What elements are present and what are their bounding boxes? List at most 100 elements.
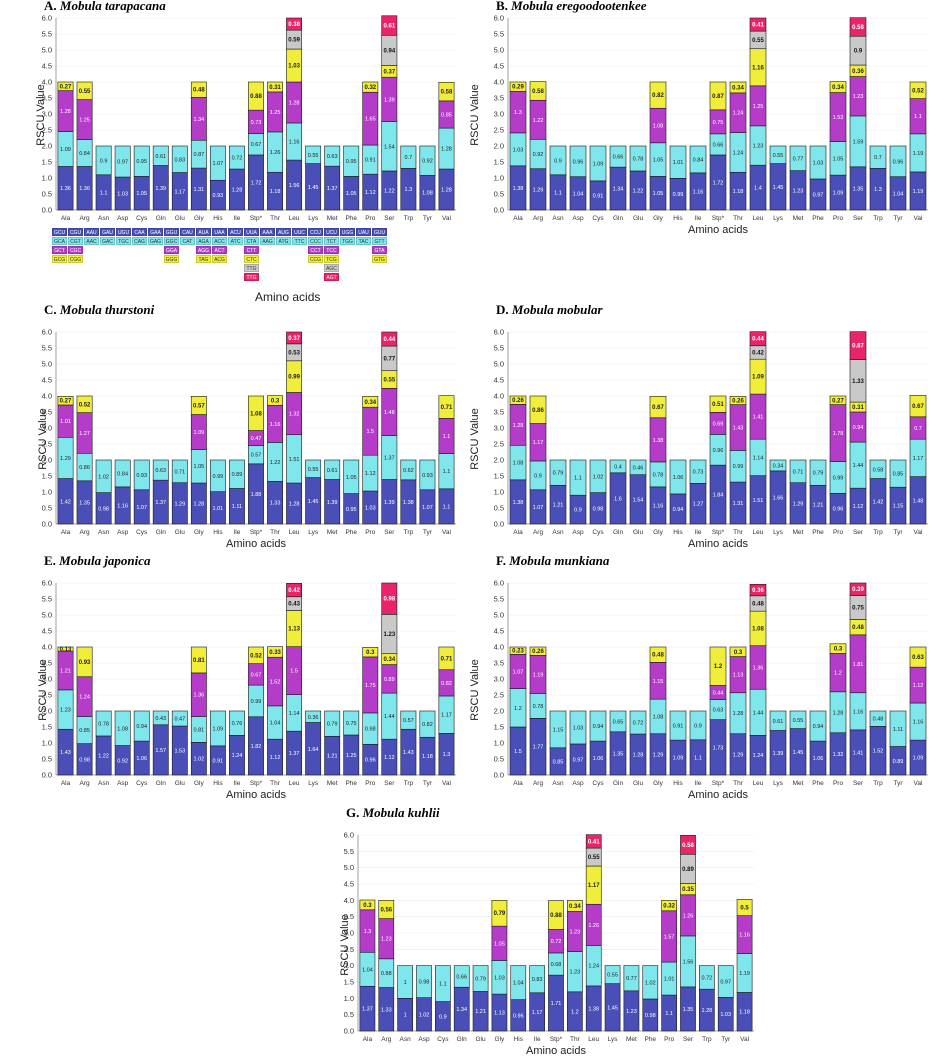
bar-value-label: 1.09 xyxy=(673,756,684,762)
bar-value-label: 0.9 xyxy=(694,723,702,729)
chart-title: D. Mobula mobular xyxy=(496,302,603,318)
bar-segment xyxy=(736,899,753,916)
bar-value-label: 0.38 xyxy=(288,22,300,28)
codon-cell: ACG xyxy=(212,255,227,263)
bar-segment xyxy=(114,145,131,178)
x-tick-label: Gln xyxy=(613,780,624,787)
bar-segment xyxy=(343,459,360,494)
codon-cell: CTC xyxy=(244,255,259,263)
x-tick-label: Leu xyxy=(289,529,300,536)
bar-value-label: 1.5 xyxy=(366,429,374,435)
codon-cell xyxy=(84,246,99,254)
bar-segment xyxy=(589,710,607,742)
bar-value-label: 1.39 xyxy=(384,97,395,103)
bar-value-label: 1.23 xyxy=(60,708,71,714)
codon-cell: CCT xyxy=(308,246,323,254)
codon-cell: CCC xyxy=(308,237,323,245)
bar-value-label: 0.46 xyxy=(633,465,644,471)
bar-segment xyxy=(829,395,847,405)
bar-segment xyxy=(419,145,436,176)
bar-value-label: 0.85 xyxy=(893,472,904,478)
bar-value-label: 0.75 xyxy=(852,605,864,611)
bar-segment xyxy=(642,965,659,1000)
x-tick-label: Asn xyxy=(552,529,564,536)
x-tick-label: Phe xyxy=(345,215,357,222)
y-tick-label: 2.0 xyxy=(344,961,354,970)
bar-value-label: 1.73 xyxy=(713,745,724,751)
bar-segment xyxy=(669,145,687,179)
x-tick-label: Met xyxy=(793,529,804,536)
chart-title: E. Mobula japonica xyxy=(44,553,151,569)
x-tick-label: Cys xyxy=(136,780,148,787)
bar-value-label: 0.82 xyxy=(422,722,433,728)
x-tick-label: Thr xyxy=(570,1036,581,1043)
bar-segment xyxy=(76,646,93,678)
bar-value-label: 0.55 xyxy=(607,973,618,979)
bar-value-label: 1.39 xyxy=(773,751,784,757)
bar-segment xyxy=(569,459,587,496)
bar-value-label: 1.04 xyxy=(513,981,524,987)
bar-value-label: 0.66 xyxy=(456,974,467,980)
x-tick-label: Tyr xyxy=(893,529,903,536)
y-tick-label: 4.0 xyxy=(42,392,52,401)
codon-cell xyxy=(180,246,195,254)
bar-value-label: 1.1 xyxy=(554,190,562,196)
codon-cell: UCU xyxy=(324,228,339,236)
codon-cell xyxy=(100,246,115,254)
bar-value-label: 1.44 xyxy=(753,710,764,716)
y-tick-label: 5.5 xyxy=(42,30,52,39)
bar-segment xyxy=(829,81,847,93)
y-tick-label: 1.0 xyxy=(344,994,354,1003)
bar-value-label: 0.81 xyxy=(193,658,205,664)
codon-cell xyxy=(260,246,275,254)
bar-value-label: 0.92 xyxy=(117,758,128,764)
bar-value-label: 1.23 xyxy=(569,930,580,936)
x-tick-label: Asn xyxy=(400,1036,412,1043)
x-tick-label: Pro xyxy=(365,780,376,787)
bar-value-label: 1.11 xyxy=(893,727,903,733)
bar-segment xyxy=(689,145,707,174)
bar-value-label: 1.12 xyxy=(853,504,864,510)
bar-segment xyxy=(190,646,207,674)
bar-value-label: 1.16 xyxy=(693,189,704,195)
x-tick-label: Phe xyxy=(812,529,824,536)
bar-segment xyxy=(649,646,667,663)
x-tick-label: Asp xyxy=(418,1036,430,1043)
bar-value-label: 0.72 xyxy=(633,721,644,727)
codon-cell: AGT xyxy=(324,273,339,281)
bar-value-label: 0.71 xyxy=(174,469,185,475)
bar-value-label: 1.24 xyxy=(79,695,90,701)
bar-value-label: 1.03 xyxy=(365,506,376,512)
y-axis-label: RSCU Value xyxy=(469,84,481,146)
x-tick-label: Val xyxy=(740,1036,749,1043)
bar-segment xyxy=(190,81,207,98)
bar-value-label: 0.63 xyxy=(327,154,338,160)
chart-title-letter: A. xyxy=(44,0,60,13)
bar-value-label: 1.03 xyxy=(117,192,128,198)
bar-value-label: 1.28 xyxy=(701,1008,712,1014)
codon-cell: CCG xyxy=(308,255,323,263)
codon-cell: GUU xyxy=(372,228,387,236)
bar-value-label: 1.03 xyxy=(720,1012,731,1018)
codon-cell: GAA xyxy=(148,228,163,236)
codon-cell xyxy=(340,264,355,272)
x-tick-label: Lys xyxy=(773,215,784,222)
bar-value-label: 0.32 xyxy=(364,85,376,91)
bar-value-label: 0.98 xyxy=(593,506,604,512)
bar-value-label: 1.44 xyxy=(853,463,864,469)
codon-cell: ATC xyxy=(228,237,243,245)
codon-cell xyxy=(356,255,371,263)
y-tick-label: 5.5 xyxy=(494,344,504,353)
bar-value-label: 1.17 xyxy=(174,189,185,195)
bar-value-label: 1.03 xyxy=(494,975,505,981)
bar-value-label: 1.03 xyxy=(513,147,524,153)
y-tick-label: 6.0 xyxy=(42,14,52,23)
x-tick-label: Thr xyxy=(270,780,281,787)
bar-value-label: 1.2 xyxy=(571,1009,579,1015)
bar-value-label: 1.45 xyxy=(793,750,804,756)
bar-value-label: 1.43 xyxy=(733,426,744,432)
bar-segment xyxy=(809,145,827,180)
bar-value-label: 1.66 xyxy=(773,495,784,501)
bar-value-label: 1.57 xyxy=(155,748,166,754)
y-tick-label: 3.5 xyxy=(42,408,52,417)
